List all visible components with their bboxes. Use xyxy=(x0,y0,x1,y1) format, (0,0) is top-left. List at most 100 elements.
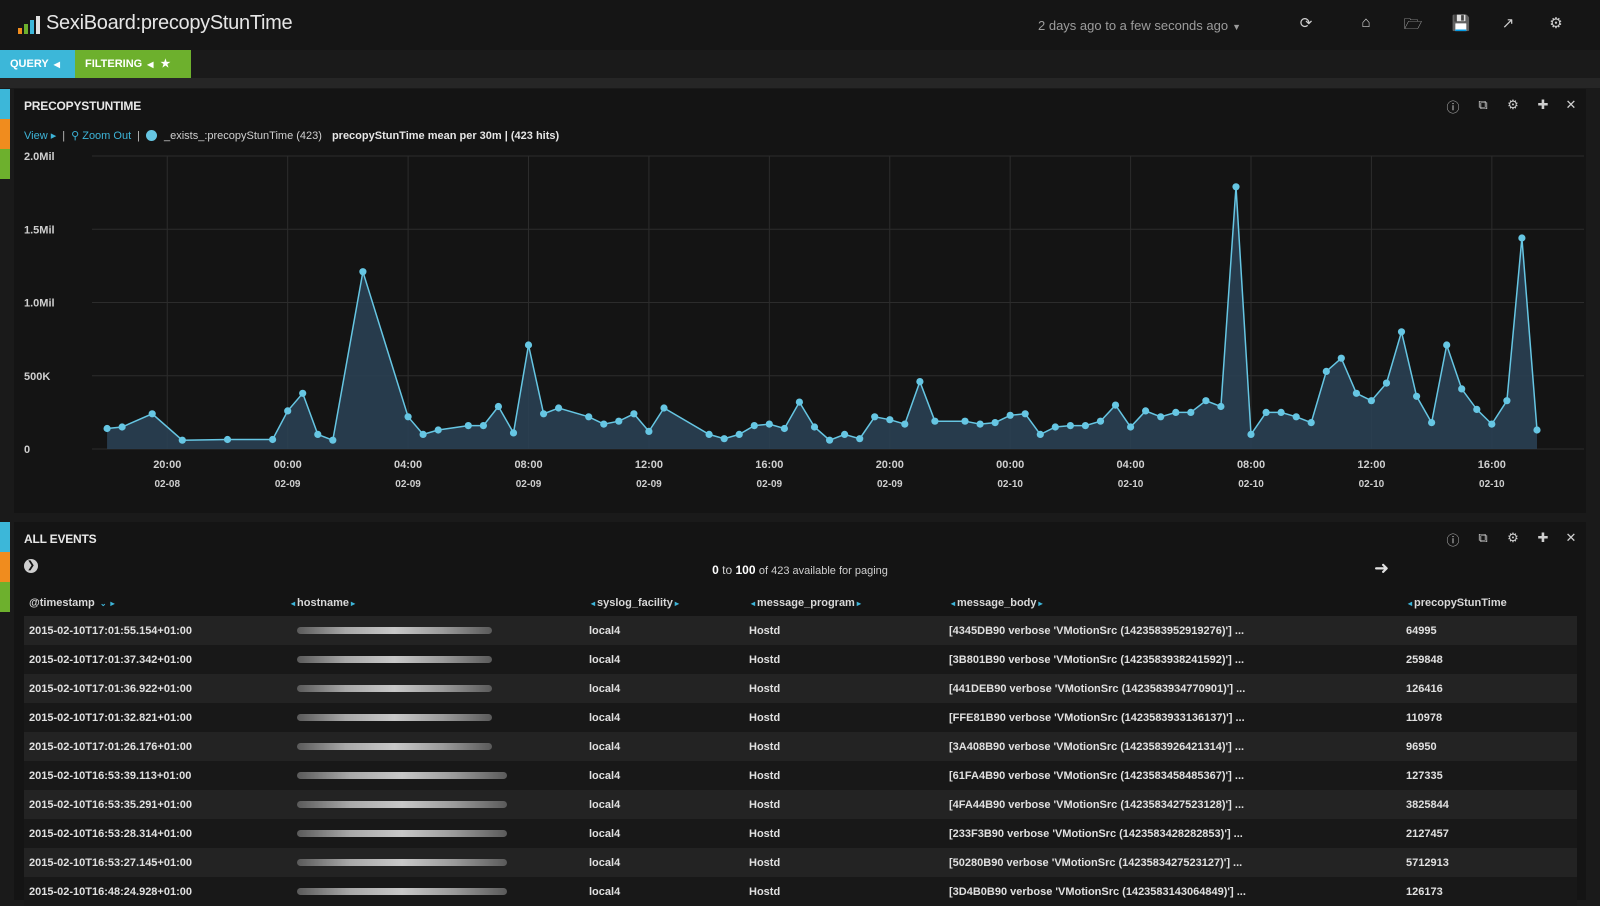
cell-message-body: [4FA44B90 verbose 'VMotionSrc (142358342… xyxy=(944,790,1401,819)
query-toggle[interactable]: QUERY ◀ xyxy=(0,50,75,78)
close-icon[interactable]: ✕ xyxy=(1565,97,1577,112)
x-tick-date-label: 02-10 xyxy=(1238,479,1264,490)
table-header-row: @timestamp ⌄ ▸ ◂ hostname ▸ ◂ syslog_facilit… xyxy=(24,590,1577,616)
duplicate-icon[interactable]: ⧉ xyxy=(1478,97,1488,112)
folder-open-icon[interactable]: 🗁 xyxy=(1403,16,1423,33)
cell-syslog-facility: local4 xyxy=(584,674,744,703)
table-row[interactable]: 2015-02-10T16:48:24.928+01:00 local4 Hostd… xyxy=(24,877,1577,906)
x-tick-date-label: 02-09 xyxy=(877,479,903,490)
row-marker-query[interactable] xyxy=(0,89,10,119)
series-color-dot[interactable] xyxy=(145,130,157,141)
data-point xyxy=(1157,413,1165,421)
x-tick-time-label: 08:00 xyxy=(514,459,542,471)
cell-syslog-facility: local4 xyxy=(584,790,744,819)
table-row[interactable]: 2015-02-10T16:53:27.145+01:00 local4 Hostd… xyxy=(24,848,1577,877)
data-point xyxy=(1428,419,1436,427)
column-header-timestamp[interactable]: @timestamp ⌄ ▸ xyxy=(29,597,115,609)
data-point xyxy=(795,398,804,406)
data-point xyxy=(1413,392,1421,400)
column-header-message-program[interactable]: ◂ message_program ▸ xyxy=(751,597,861,609)
home-icon[interactable]: ⌂ xyxy=(1361,14,1371,31)
data-point xyxy=(148,410,156,418)
data-point xyxy=(1232,183,1240,191)
data-point xyxy=(1081,422,1089,430)
table-row[interactable]: 2015-02-10T17:01:37.342+01:00 local4 Hostd… xyxy=(24,645,1577,674)
separator: | xyxy=(137,129,140,142)
share-icon[interactable]: ↗ xyxy=(1501,15,1515,32)
x-tick-date-label: 02-08 xyxy=(154,479,180,490)
caret-down-icon: ▼ xyxy=(1232,22,1241,32)
table-row[interactable]: 2015-02-10T17:01:26.176+01:00 local4 Hostd… xyxy=(24,732,1577,761)
data-point xyxy=(359,268,367,276)
cell-timestamp: 2015-02-10T16:53:35.291+01:00 xyxy=(24,790,284,819)
table-row[interactable]: 2015-02-10T16:53:39.113+01:00 local4 Hostd… xyxy=(24,761,1577,790)
x-tick-time-label: 16:00 xyxy=(755,459,783,471)
redacted-hostname xyxy=(297,801,507,809)
next-page-arrow-icon[interactable]: ➜ xyxy=(1374,558,1390,578)
data-point xyxy=(1307,419,1315,427)
redacted-hostname xyxy=(297,656,492,664)
time-range-picker[interactable]: 2 days ago to a few seconds ago ▼ xyxy=(1038,18,1241,33)
fields-toggle-icon[interactable]: ❯ xyxy=(24,559,38,573)
redacted-hostname xyxy=(297,830,507,838)
info-icon[interactable]: ⓘ xyxy=(1446,533,1460,548)
refresh-icon[interactable]: ⟳ xyxy=(1299,15,1313,32)
row-marker-orange[interactable] xyxy=(0,552,10,582)
x-tick-date-label: 02-09 xyxy=(275,479,301,490)
view-link[interactable]: View ▸ xyxy=(24,130,57,142)
zoom-out-link[interactable]: ⚲ Zoom Out xyxy=(71,130,132,142)
table-row[interactable]: 2015-02-10T17:01:32.821+01:00 local4 Hostd… xyxy=(24,703,1577,732)
save-icon[interactable]: 💾 xyxy=(1451,15,1471,32)
table-row[interactable]: 2015-02-10T16:53:35.291+01:00 local4 Hostd… xyxy=(24,790,1577,819)
cell-precopystuntime: 110978 xyxy=(1401,703,1577,732)
column-header-syslog-facility[interactable]: ◂ syslog_facility ▸ xyxy=(591,597,679,609)
histogram-chart[interactable]: 0 500K 1.0Mil 1.5Mil 2.0Mil 20:00 02-08 00:00 02… xyxy=(14,149,1586,499)
table-row[interactable]: 2015-02-10T17:01:36.922+01:00 local4 Hostd… xyxy=(24,674,1577,703)
move-icon[interactable]: ✚ xyxy=(1537,530,1549,545)
redacted-hostname xyxy=(297,743,492,751)
x-tick-time-label: 12:00 xyxy=(635,459,663,471)
brand[interactable]: SexiBoard:precopyStunTime xyxy=(18,12,293,35)
cell-precopystuntime: 126173 xyxy=(1401,877,1577,906)
gear-icon[interactable]: ⚙ xyxy=(1549,15,1563,32)
x-tick-date-label: 02-10 xyxy=(1479,479,1505,490)
row-marker-filter[interactable] xyxy=(0,149,10,179)
column-header-message-body[interactable]: ◂ message_body ▸ xyxy=(951,597,1043,609)
table-row[interactable]: 2015-02-10T17:01:55.154+01:00 local4 Hostd… xyxy=(24,616,1577,645)
filtering-label: FILTERING xyxy=(85,58,143,70)
data-point xyxy=(1518,234,1526,242)
query-label: QUERY xyxy=(10,58,49,70)
cell-message-program: Hostd xyxy=(744,761,944,790)
y-tick-label: 1.0Mil xyxy=(24,298,55,310)
cell-syslog-facility: local4 xyxy=(584,819,744,848)
column-header-hostname[interactable]: ◂ hostname ▸ xyxy=(291,597,355,609)
cell-message-body: [4345DB90 verbose 'VMotionSrc (142358395… xyxy=(944,616,1401,645)
column-header-precopystuntime[interactable]: ◂ precopyStunTime xyxy=(1408,597,1507,609)
cell-hostname xyxy=(284,819,584,848)
data-point xyxy=(223,435,232,444)
cell-precopystuntime: 96950 xyxy=(1401,732,1577,761)
close-icon[interactable]: ✕ xyxy=(1565,530,1577,545)
gear-icon[interactable]: ⚙ xyxy=(1507,97,1519,112)
duplicate-icon[interactable]: ⧉ xyxy=(1478,530,1488,545)
row-marker-filter[interactable] xyxy=(0,582,10,612)
move-icon[interactable]: ✚ xyxy=(1537,97,1549,112)
x-tick-date-label: 02-09 xyxy=(516,479,542,490)
cell-message-program: Hostd xyxy=(744,819,944,848)
row-marker-query[interactable] xyxy=(0,522,10,552)
data-point xyxy=(871,413,879,421)
redacted-hostname xyxy=(297,627,492,635)
data-point xyxy=(1533,426,1541,434)
gear-icon[interactable]: ⚙ xyxy=(1507,530,1519,545)
cell-message-body: [441DEB90 verbose 'VMotionSrc (142358393… xyxy=(944,674,1401,703)
data-point xyxy=(961,417,969,425)
row-marker-orange[interactable] xyxy=(0,119,10,149)
panel-title: ALL EVENTS xyxy=(24,532,97,546)
separator: | xyxy=(62,129,66,142)
x-tick-time-label: 00:00 xyxy=(996,459,1024,471)
table-row[interactable]: 2015-02-10T16:53:28.314+01:00 local4 Hostd… xyxy=(24,819,1577,848)
data-point xyxy=(1443,341,1451,349)
data-point xyxy=(1397,328,1406,336)
filtering-toggle[interactable]: FILTERING ◀ ★ xyxy=(75,50,191,78)
info-icon[interactable]: ⓘ xyxy=(1446,100,1460,115)
